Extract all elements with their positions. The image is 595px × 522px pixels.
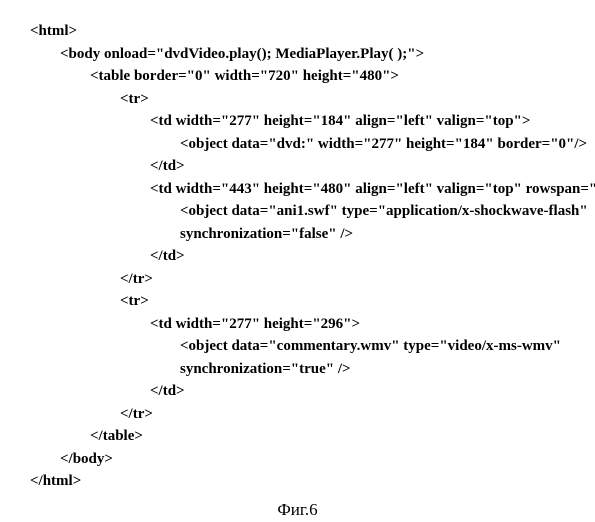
- code-line: </td>: [30, 245, 565, 268]
- code-line: </html>: [30, 470, 565, 493]
- code-line: </td>: [30, 155, 565, 178]
- code-line: <td width="443" height="480" align="left…: [30, 178, 565, 201]
- code-line: <table border="0" width="720" height="48…: [30, 65, 565, 88]
- figure-caption: Фиг.6: [30, 497, 565, 522]
- code-line: <object data="ani1.swf" type="applicatio…: [30, 200, 565, 223]
- code-line: <tr>: [30, 88, 565, 111]
- code-listing: <html><body onload="dvdVideo.play(); Med…: [30, 20, 565, 493]
- code-line: </table>: [30, 425, 565, 448]
- code-line: <td width="277" height="296">: [30, 313, 565, 336]
- code-line: </td>: [30, 380, 565, 403]
- code-line: <td width="277" height="184" align="left…: [30, 110, 565, 133]
- code-line: synchronization="false" />: [30, 223, 565, 246]
- code-line: </tr>: [30, 403, 565, 426]
- code-line: <html>: [30, 20, 565, 43]
- code-line: <object data="commentary.wmv" type="vide…: [30, 335, 565, 358]
- code-line: <object data="dvd:" width="277" height="…: [30, 133, 565, 156]
- code-line: synchronization="true" />: [30, 358, 565, 381]
- code-line: <tr>: [30, 290, 565, 313]
- code-line: </body>: [30, 448, 565, 471]
- code-line: </tr>: [30, 268, 565, 291]
- code-line: <body onload="dvdVideo.play(); MediaPlay…: [30, 43, 565, 66]
